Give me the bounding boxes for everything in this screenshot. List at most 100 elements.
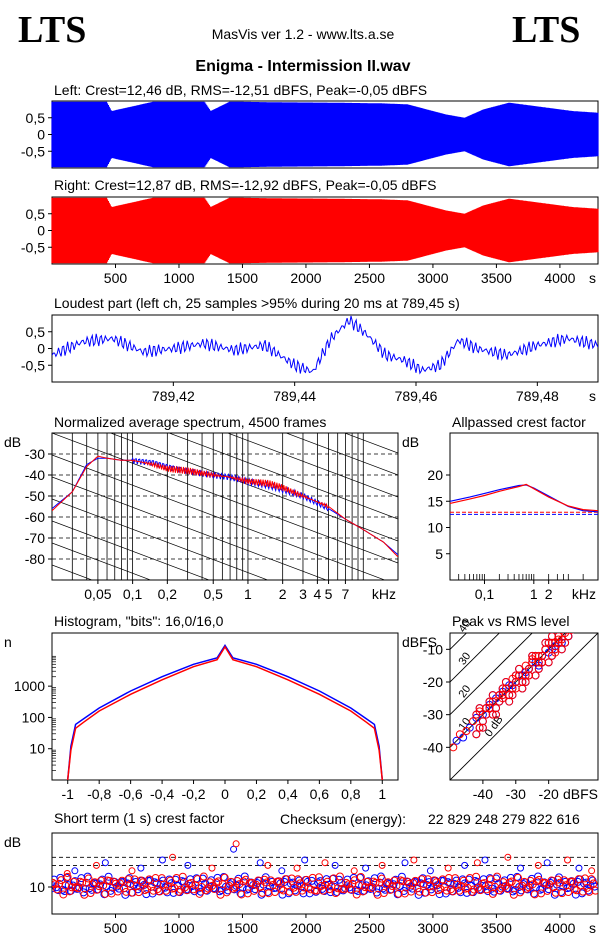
peak-vs-rms-point bbox=[495, 697, 504, 706]
right-waveform-xtick-label: 3000 bbox=[417, 270, 448, 286]
peak-vs-rms-point bbox=[559, 633, 565, 634]
short-term-crest-outlier bbox=[128, 867, 136, 875]
peak-vs-rms-diagonal-label: 40 bbox=[456, 618, 473, 635]
short-term-crest-point bbox=[199, 872, 208, 881]
short-term-crest-outlier bbox=[362, 864, 370, 872]
peak-vs-rms-point bbox=[524, 671, 533, 680]
spectrum-ytick-label: -40 bbox=[25, 467, 45, 483]
peak-vs-rms-point bbox=[492, 704, 501, 713]
short-term-crest-point bbox=[190, 887, 199, 896]
short-term-crest-point bbox=[149, 886, 158, 895]
peak-vs-rms-point bbox=[469, 717, 478, 726]
right-waveform-ytick-label: 0 bbox=[37, 223, 45, 239]
short-term-crest-xtick-label: 2000 bbox=[290, 920, 321, 936]
spectrum-xtick-label: 0,05 bbox=[84, 586, 111, 602]
allpassed-crest-frame bbox=[449, 432, 599, 581]
short-term-crest-point bbox=[101, 889, 110, 898]
spectrum-slope-line bbox=[52, 476, 328, 580]
histogram-xtick-label: 0,4 bbox=[278, 786, 298, 802]
spectrum-slope-line bbox=[52, 498, 269, 580]
short-term-crest-point bbox=[63, 872, 72, 881]
spectrum-xtick-label: 0,2 bbox=[158, 586, 178, 602]
peak-vs-rms-point bbox=[544, 638, 553, 647]
short-term-crest-point bbox=[342, 878, 351, 887]
short-term-crest-point bbox=[417, 875, 426, 884]
left-waveform-ytick-label: 0,5 bbox=[26, 110, 46, 126]
short-term-crest-point bbox=[446, 885, 455, 894]
short-term-crest-outlier bbox=[293, 864, 301, 872]
short-term-crest-point bbox=[482, 885, 491, 894]
short-term-crest-point bbox=[392, 881, 401, 890]
right-waveform-title: Right: Crest=12,87 dB, RMS=-12,92 dBFS, … bbox=[54, 177, 436, 193]
peak-vs-rms-point bbox=[482, 710, 491, 719]
peak-vs-rms-point bbox=[475, 723, 484, 732]
spectrum-ytick-label: -70 bbox=[25, 530, 45, 546]
short-term-crest-xtick-label: 1500 bbox=[227, 920, 258, 936]
short-term-crest-point bbox=[472, 872, 481, 881]
allpassed-crest-ylabel: dB bbox=[402, 434, 419, 450]
histogram-xtick-label: -0,2 bbox=[181, 786, 205, 802]
short-term-crest-ytick-label: 10 bbox=[29, 879, 45, 895]
short-term-crest-point bbox=[369, 877, 378, 886]
short-term-crest-outlier bbox=[588, 867, 596, 875]
short-term-crest-outlier bbox=[278, 867, 286, 875]
short-term-crest-point bbox=[73, 884, 82, 893]
peak-vs-rms-point bbox=[531, 671, 540, 680]
short-term-crest-point bbox=[467, 887, 476, 896]
logo-left: LTS bbox=[18, 9, 87, 51]
spectrum-title: Normalized average spectrum, 4500 frames bbox=[54, 414, 326, 430]
short-term-crest-outlier bbox=[92, 861, 100, 869]
short-term-crest-point bbox=[581, 874, 590, 883]
short-term-crest-point bbox=[258, 888, 267, 897]
short-term-crest-point bbox=[99, 881, 108, 890]
short-term-crest-point bbox=[545, 880, 554, 889]
short-term-crest-point bbox=[449, 887, 458, 896]
short-term-crest-point bbox=[430, 876, 439, 885]
short-term-crest-point bbox=[356, 872, 365, 881]
short-term-crest-point bbox=[344, 880, 353, 889]
short-term-crest-xtick-label: 3000 bbox=[417, 920, 448, 936]
short-term-crest-point bbox=[442, 886, 451, 895]
short-term-crest-outlier bbox=[321, 859, 329, 867]
short-term-crest-point bbox=[488, 889, 497, 898]
peak-vs-rms-title: Peak vs RMS level bbox=[452, 613, 569, 629]
peak-vs-rms-point bbox=[511, 678, 520, 686]
short-term-crest-outlier bbox=[169, 853, 177, 861]
spectrum-xtick-label: 3 bbox=[299, 586, 307, 602]
allpassed-crest-series-1 bbox=[449, 483, 599, 512]
loudest-part-ytick-label: 0,5 bbox=[26, 324, 46, 340]
short-term-crest-point bbox=[229, 884, 238, 893]
short-term-crest-point bbox=[94, 882, 103, 891]
short-term-crest-point bbox=[113, 887, 122, 896]
peak-vs-rms-point bbox=[498, 691, 507, 700]
short-term-crest-point bbox=[432, 878, 441, 887]
right-waveform-xtick-label: 2500 bbox=[354, 270, 385, 286]
file-title: Enigma - Intermission II.wav bbox=[195, 58, 411, 75]
loudest-part-xtick-label: 789,44 bbox=[273, 388, 316, 404]
short-term-crest-point bbox=[52, 880, 59, 889]
short-term-crest-point bbox=[353, 886, 362, 895]
short-term-crest-point bbox=[235, 880, 244, 889]
short-term-crest-point bbox=[308, 873, 317, 882]
short-term-crest-outlier bbox=[63, 870, 71, 877]
peak-vs-rms-ytick-label: -30 bbox=[423, 707, 443, 723]
short-term-crest-xunit: s bbox=[589, 920, 596, 936]
short-term-crest-point bbox=[549, 883, 558, 892]
short-term-crest-outlier bbox=[534, 861, 542, 869]
allpassed-crest-ytick-label: 5 bbox=[435, 546, 443, 562]
short-term-crest-point bbox=[390, 876, 399, 885]
short-term-crest-point bbox=[136, 876, 145, 885]
short-term-crest-outlier bbox=[564, 856, 572, 864]
app-title: MasVis ver 1.2 - www.lts.a.se bbox=[211, 26, 395, 42]
allpassed-crest-plot: Allpassed crest factor dB 20 15 10 5 0,1 1 2 kHz bbox=[402, 414, 599, 602]
short-term-crest-outlier bbox=[481, 856, 489, 864]
short-term-crest-point bbox=[53, 885, 62, 894]
short-term-crest-point bbox=[462, 888, 471, 897]
short-term-crest-point bbox=[104, 872, 113, 881]
short-term-crest-point bbox=[499, 878, 508, 887]
peak-vs-rms-point bbox=[501, 684, 510, 693]
peak-vs-rms-point bbox=[508, 691, 517, 700]
short-term-crest-point bbox=[278, 890, 287, 899]
short-term-crest-outlier bbox=[461, 861, 469, 869]
loudest-part-xtick-label: 789,46 bbox=[395, 388, 438, 404]
